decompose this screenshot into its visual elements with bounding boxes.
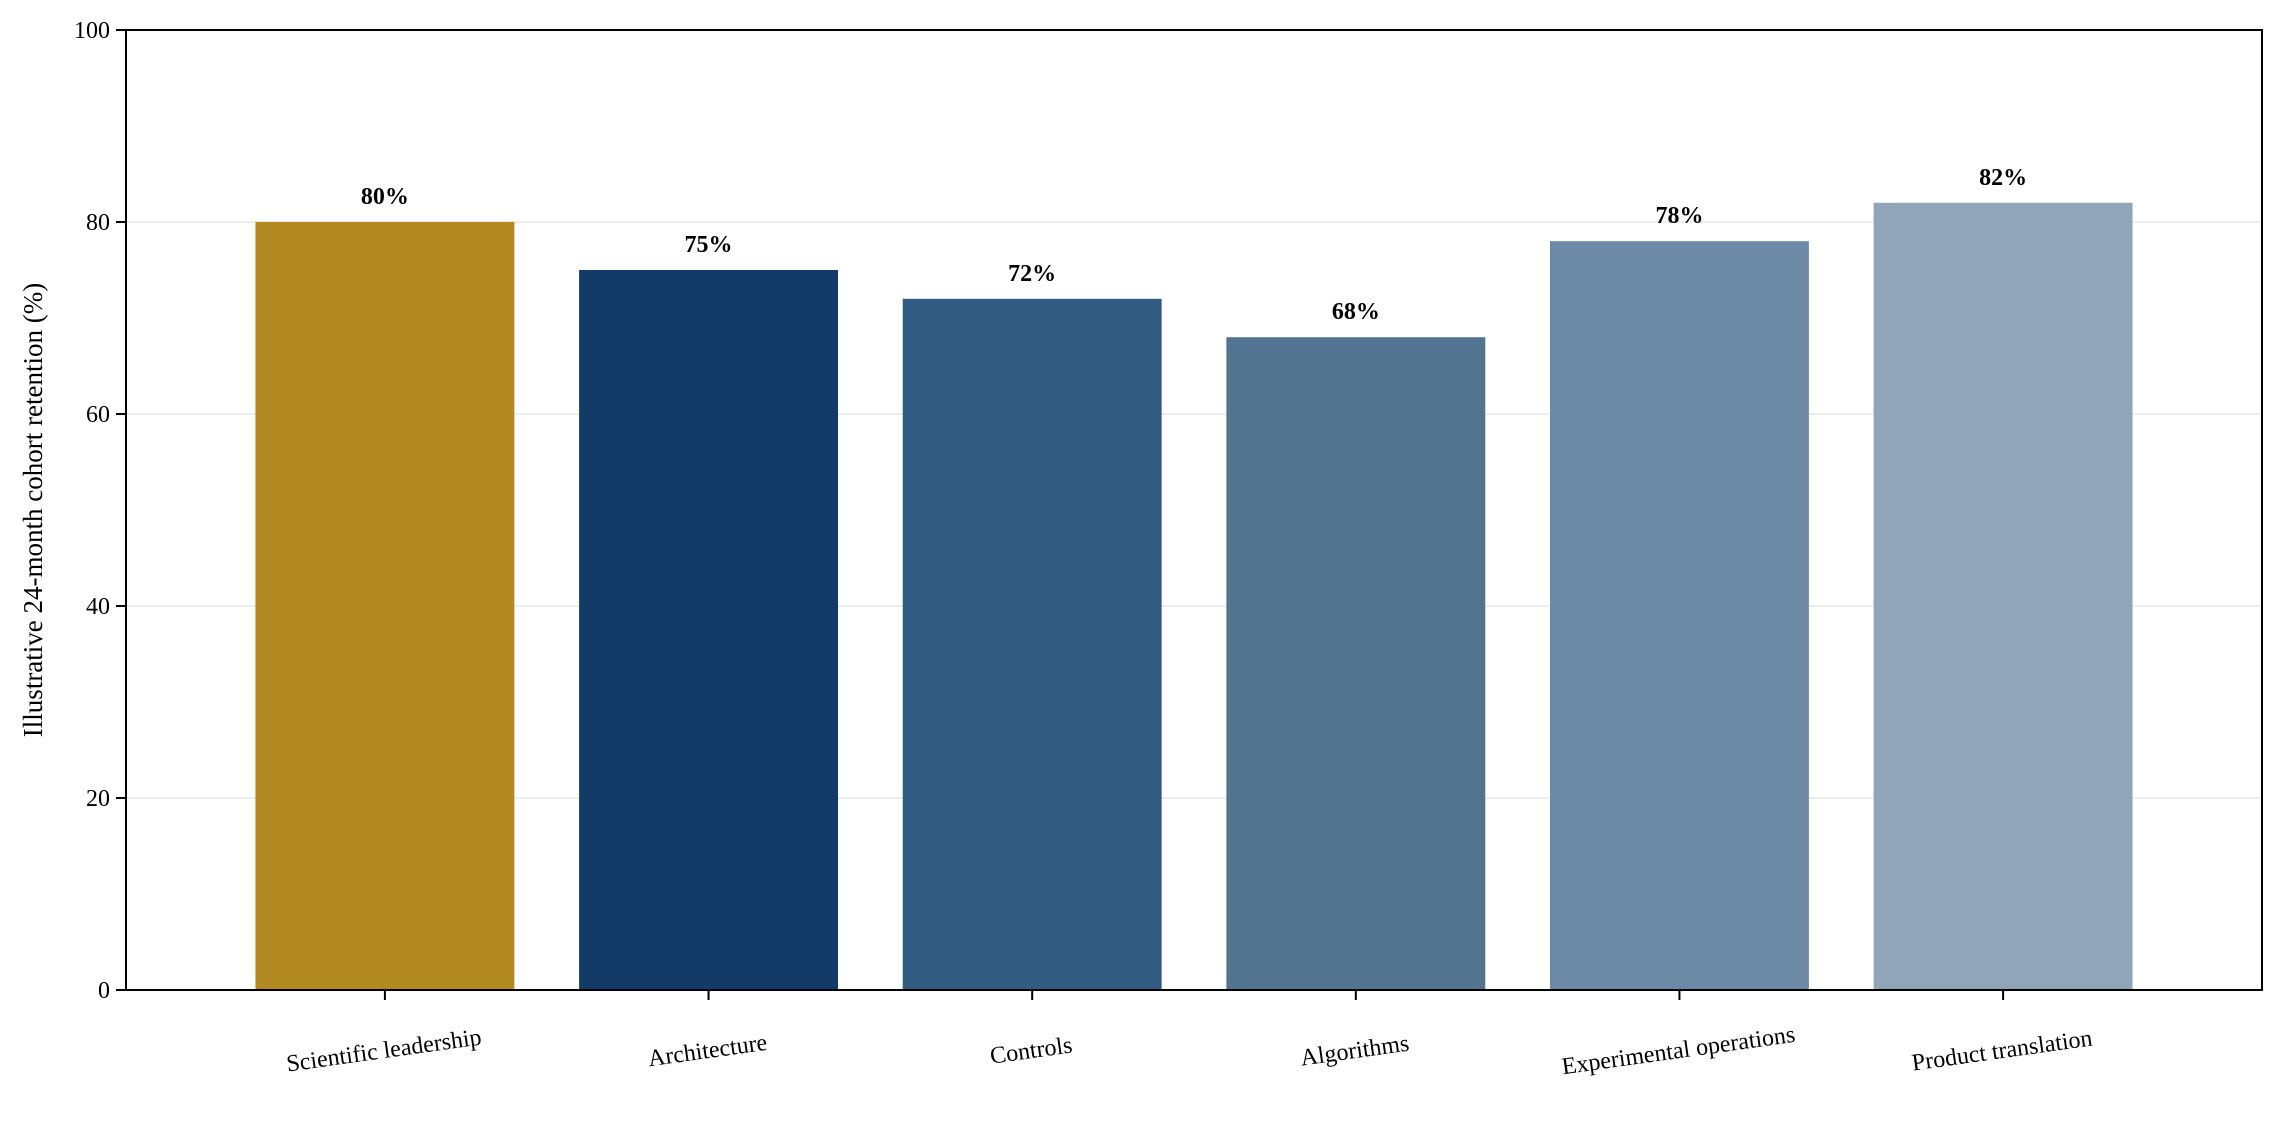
x-tick-label: Algorithms: [1299, 1031, 1411, 1072]
y-tick-label: 0: [98, 978, 110, 1004]
y-tick-label: 20: [86, 786, 110, 812]
bar-value-label: 78%: [1655, 203, 1703, 229]
bar-value-label: 72%: [1008, 261, 1056, 287]
bar-value-label: 75%: [685, 232, 733, 258]
bar: [255, 222, 515, 990]
y-tick-label: 60: [86, 402, 110, 428]
y-tick-label: 100: [74, 18, 110, 44]
bar: [1226, 337, 1486, 990]
x-tick-label: Product translation: [1910, 1026, 2094, 1077]
y-tick-label: 80: [86, 210, 110, 236]
y-axis-label: Illustrative 24-month cohort retention (…: [18, 283, 48, 737]
bars: 80% 75% 72% 68% 78% 82%: [255, 165, 2133, 991]
bar-value-label: 80%: [361, 184, 409, 210]
bar-value-label: 68%: [1332, 299, 1380, 325]
bar: [1873, 202, 2133, 991]
bar-value-label: 82%: [1979, 165, 2027, 191]
bar: [579, 270, 838, 990]
x-tick-label: Controls: [988, 1032, 1074, 1069]
x-tick-label: Scientific leadership: [285, 1025, 483, 1078]
x-tick-label: Architecture: [646, 1030, 768, 1072]
bar: [902, 298, 1162, 990]
y-tick-label: 40: [86, 594, 110, 620]
bar: [1550, 241, 1809, 990]
plot-frame: [125, 29, 2263, 991]
x-tick-label: Experimental operations: [1560, 1022, 1797, 1080]
